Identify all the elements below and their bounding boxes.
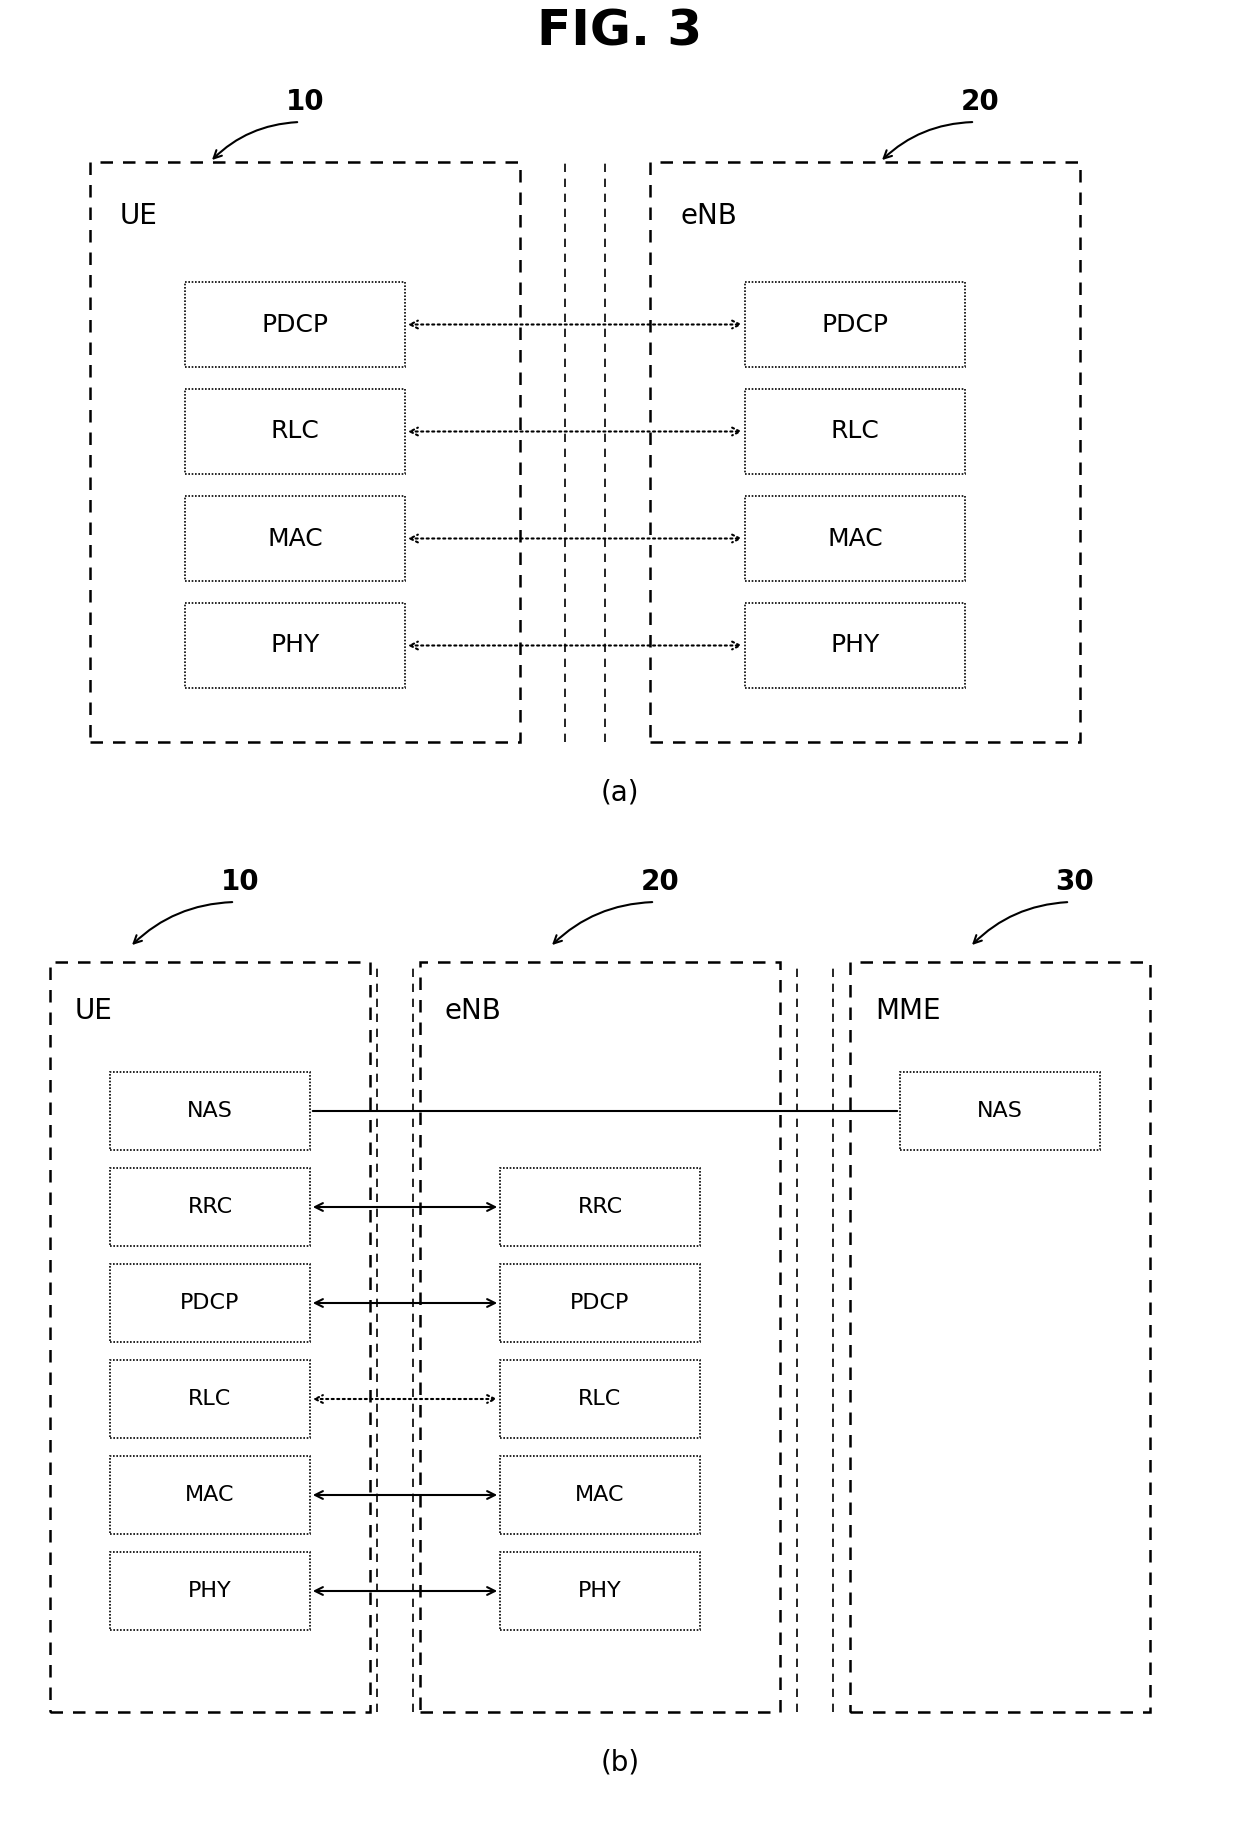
Text: (b): (b) xyxy=(600,1748,640,1776)
FancyBboxPatch shape xyxy=(500,1359,701,1439)
Text: 20: 20 xyxy=(961,88,999,116)
Text: PDCP: PDCP xyxy=(570,1293,630,1313)
Text: PDCP: PDCP xyxy=(180,1293,239,1313)
Text: NAS: NAS xyxy=(187,1102,233,1122)
Text: MAC: MAC xyxy=(185,1485,234,1505)
FancyBboxPatch shape xyxy=(745,602,965,689)
Text: RLC: RLC xyxy=(270,420,320,444)
FancyBboxPatch shape xyxy=(185,602,405,689)
FancyBboxPatch shape xyxy=(500,1264,701,1343)
Text: PDCP: PDCP xyxy=(822,313,889,337)
Text: 10: 10 xyxy=(221,868,259,895)
FancyBboxPatch shape xyxy=(500,1168,701,1245)
Text: PHY: PHY xyxy=(270,634,320,658)
FancyBboxPatch shape xyxy=(900,1072,1100,1149)
Text: MME: MME xyxy=(875,997,941,1024)
Text: MAC: MAC xyxy=(575,1485,625,1505)
Text: (a): (a) xyxy=(600,777,640,807)
FancyBboxPatch shape xyxy=(110,1168,310,1245)
Text: NAS: NAS xyxy=(977,1102,1023,1122)
Text: UE: UE xyxy=(74,997,113,1024)
FancyBboxPatch shape xyxy=(745,495,965,580)
FancyBboxPatch shape xyxy=(110,1455,310,1534)
Text: PHY: PHY xyxy=(188,1580,232,1601)
Text: 30: 30 xyxy=(1055,868,1095,895)
Text: RLC: RLC xyxy=(578,1389,621,1409)
Text: PHY: PHY xyxy=(578,1580,622,1601)
Text: PDCP: PDCP xyxy=(262,313,329,337)
FancyBboxPatch shape xyxy=(110,1072,310,1149)
Text: RLC: RLC xyxy=(831,420,879,444)
FancyBboxPatch shape xyxy=(185,282,405,367)
FancyBboxPatch shape xyxy=(185,495,405,580)
Text: RLC: RLC xyxy=(188,1389,232,1409)
Text: 10: 10 xyxy=(285,88,325,116)
Text: RRC: RRC xyxy=(187,1197,233,1218)
FancyBboxPatch shape xyxy=(500,1553,701,1630)
Text: MAC: MAC xyxy=(827,527,883,551)
Text: FIG. 3: FIG. 3 xyxy=(537,7,703,55)
Text: PHY: PHY xyxy=(831,634,879,658)
FancyBboxPatch shape xyxy=(745,389,965,473)
Text: RRC: RRC xyxy=(578,1197,622,1218)
Text: UE: UE xyxy=(120,203,157,230)
FancyBboxPatch shape xyxy=(745,282,965,367)
Text: eNB: eNB xyxy=(445,997,502,1024)
Text: MAC: MAC xyxy=(267,527,322,551)
FancyBboxPatch shape xyxy=(110,1264,310,1343)
FancyBboxPatch shape xyxy=(500,1455,701,1534)
FancyBboxPatch shape xyxy=(185,389,405,473)
FancyBboxPatch shape xyxy=(110,1359,310,1439)
Text: 20: 20 xyxy=(641,868,680,895)
FancyBboxPatch shape xyxy=(110,1553,310,1630)
Text: eNB: eNB xyxy=(680,203,737,230)
